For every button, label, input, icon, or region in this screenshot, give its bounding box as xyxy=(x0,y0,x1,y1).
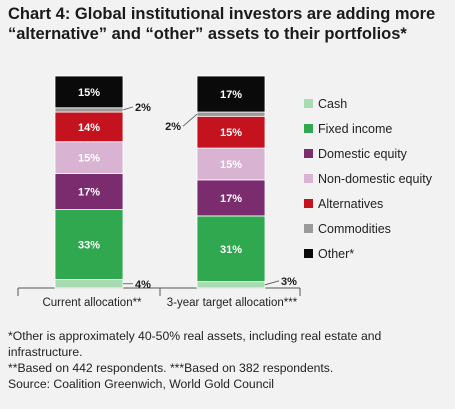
bar-segment-fixed-income-0 xyxy=(54,209,124,280)
legend-label-1: Fixed income xyxy=(318,122,392,136)
data-label-1-0: 3% xyxy=(281,276,297,288)
data-label-1-2: 17% xyxy=(220,193,242,205)
bar-segment-cash-1 xyxy=(196,281,266,289)
bar-segment-other-1 xyxy=(196,75,266,113)
legend-label-5: Commodities xyxy=(318,222,391,236)
legend-swatch-4 xyxy=(304,199,313,208)
legend-swatch-2 xyxy=(304,149,313,158)
footnote-other: *Other is approximately 40-50% real asse… xyxy=(8,329,382,359)
legend-label-6: Other* xyxy=(318,247,354,261)
data-label-1-5: 2% xyxy=(165,121,181,133)
data-label-0-1: 33% xyxy=(78,240,100,252)
bar-segment-cash-0 xyxy=(54,279,124,289)
footnote-source: Source: Coalition Greenwich, World Gold … xyxy=(8,377,274,391)
category-label-1: 3-year target allocation*** xyxy=(167,297,298,309)
bar-segment-alternatives-0 xyxy=(54,111,124,143)
footnote-respondents: **Based on 442 respondents. ***Based on … xyxy=(8,361,334,375)
data-label-1-6: 17% xyxy=(220,89,242,101)
legend-label-4: Alternatives xyxy=(318,197,383,211)
data-label-0-5: 2% xyxy=(135,102,151,114)
leader-line-1-0 xyxy=(264,280,280,286)
data-label-0-6: 15% xyxy=(78,87,100,99)
legend-label-2: Domestic equity xyxy=(318,147,408,161)
bar-segment-commodities-0 xyxy=(54,107,124,113)
leader-line-1-5 xyxy=(182,113,198,127)
chart-title: Chart 4: Global institutional investors … xyxy=(8,5,436,43)
stacked-bar-chart: 4% 33% 17% 15% 14% 2% 15% Current allocation** 3… xyxy=(17,75,433,309)
bar-segment-other-0 xyxy=(54,75,124,109)
data-label-0-0: 4% xyxy=(135,279,151,291)
legend-swatch-3 xyxy=(304,174,313,183)
legend-swatch-5 xyxy=(304,224,313,233)
bar-segment-commodities-1 xyxy=(196,111,266,117)
bar-segment-non-domestic-equity-0 xyxy=(54,141,124,174)
legend-label-3: Non-domestic equity xyxy=(318,172,433,186)
data-label-0-4: 14% xyxy=(78,122,100,134)
data-label-1-1: 31% xyxy=(220,244,242,256)
data-label-0-2: 17% xyxy=(78,187,100,199)
leader-line-0-5 xyxy=(122,106,134,111)
legend-swatch-0 xyxy=(304,99,313,108)
data-label-0-3: 15% xyxy=(78,153,100,165)
legend-swatch-1 xyxy=(304,124,313,133)
bar-segment-domestic-equity-1 xyxy=(196,179,266,217)
bar-segment-fixed-income-1 xyxy=(196,215,266,283)
footnotes: *Other is approximately 40-50% real asse… xyxy=(8,328,448,392)
legend-swatch-6 xyxy=(304,249,313,258)
data-label-1-3: 15% xyxy=(220,159,242,171)
category-label-0: Current allocation** xyxy=(42,297,142,309)
bar-segment-non-domestic-equity-1 xyxy=(196,147,266,181)
data-label-1-4: 15% xyxy=(220,127,242,139)
legend-label-0: Cash xyxy=(318,97,347,111)
